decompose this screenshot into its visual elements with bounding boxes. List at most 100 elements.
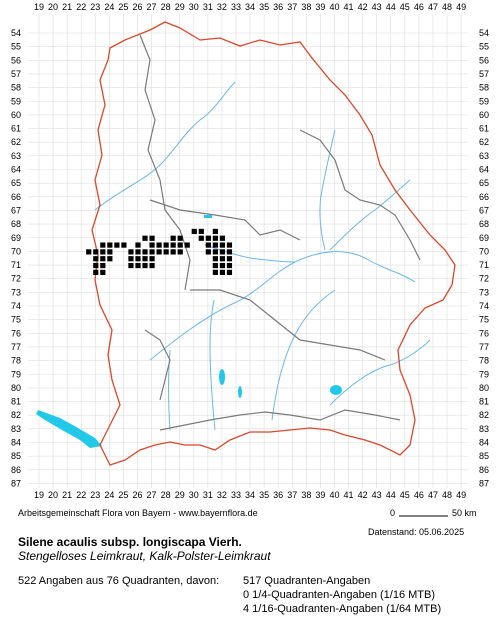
occurrence-dot (212, 228, 218, 235)
column-label: 46 (414, 490, 424, 500)
occurrence-dots (86, 228, 233, 275)
column-label: 33 (231, 490, 241, 500)
row-label: 56 (11, 55, 21, 65)
column-label: 21 (62, 2, 72, 12)
river-isar (271, 289, 336, 421)
row-label: 68 (479, 219, 489, 229)
column-label: 29 (175, 2, 185, 12)
column-label: 45 (400, 2, 410, 12)
row-label: 54 (479, 28, 489, 38)
row-label: 66 (11, 192, 21, 202)
row-label: 75 (11, 315, 21, 325)
scale-label-end: 50 km (452, 508, 477, 518)
occurrence-dot (100, 262, 106, 269)
species-scientific-name: Silene acaulis subsp. longiscapa Vierh. (18, 535, 242, 549)
column-labels-top: 19 20 21 22 23 24 25 26 27 28 29 30 31 32 33 34 35 36 37 38… (34, 2, 466, 12)
row-label: 70 (11, 246, 21, 256)
row-label: 70 (479, 246, 489, 256)
row-label: 76 (479, 328, 489, 338)
column-label: 25 (118, 2, 128, 12)
row-label: 78 (11, 356, 21, 366)
column-label: 32 (217, 2, 227, 12)
occurrence-dot (135, 242, 141, 248)
row-label: 64 (11, 165, 21, 175)
row-label: 67 (479, 205, 489, 215)
row-label: 77 (11, 342, 21, 352)
row-label: 69 (479, 233, 489, 243)
rivers (94, 81, 431, 431)
occurrence-dot (177, 249, 183, 255)
occurrence-dot (100, 269, 106, 275)
column-label: 20 (48, 2, 58, 12)
row-label: 79 (11, 369, 21, 379)
row-label: 60 (479, 110, 489, 120)
stats-summary: 522 Angaben aus 76 Quadranten, davon: (18, 575, 220, 587)
occurrence-dot (170, 235, 176, 241)
row-label: 72 (479, 274, 489, 284)
stats-mtb64: 4 1/16-Quadranten-Angaben (1/64 MTB) (243, 603, 442, 615)
stats-quadrant: 517 Quadranten-Angaben (243, 575, 371, 587)
occurrence-dot (142, 235, 148, 241)
river-main (94, 81, 236, 211)
column-label: 22 (76, 490, 86, 500)
occurrence-dot (121, 242, 127, 248)
occurrence-dot (93, 256, 99, 262)
scale-bar (399, 515, 448, 517)
row-label: 79 (479, 369, 489, 379)
row-label: 71 (479, 260, 489, 270)
row-label: 69 (11, 233, 21, 243)
occurrence-dot (163, 249, 169, 255)
row-label: 85 (11, 451, 21, 461)
occurrence-dot (149, 242, 155, 248)
occurrence-dot (135, 256, 141, 262)
column-label: 33 (231, 2, 241, 12)
river-naab (319, 129, 336, 251)
row-label: 83 (11, 424, 21, 434)
column-label: 36 (273, 490, 283, 500)
column-label: 48 (442, 490, 452, 500)
occurrence-dot (191, 228, 197, 235)
occurrence-dot (142, 256, 148, 262)
column-label: 47 (428, 490, 438, 500)
column-label: 35 (259, 490, 269, 500)
row-label: 65 (479, 178, 489, 188)
column-label: 46 (414, 2, 424, 12)
column-label: 26 (132, 2, 142, 12)
row-label: 75 (479, 315, 489, 325)
occurrence-dot (212, 262, 218, 269)
lake-starnberg (238, 386, 242, 398)
row-label: 77 (479, 342, 489, 352)
column-label: 38 (301, 2, 311, 12)
column-label: 43 (372, 490, 382, 500)
occurrence-dot (156, 249, 162, 255)
lakes (36, 215, 342, 448)
occurrence-dot (219, 249, 226, 255)
column-label: 28 (161, 490, 171, 500)
district-boundaries (139, 34, 421, 431)
column-label: 49 (456, 2, 466, 12)
occurrence-dot (212, 235, 218, 241)
occurrence-dot (170, 242, 176, 248)
row-label: 67 (11, 205, 21, 215)
occurrence-dot (149, 262, 155, 269)
row-label: 84 (11, 438, 21, 448)
row-label: 71 (11, 260, 21, 270)
occurrence-dot (205, 235, 211, 241)
scale-label-start: 0 (390, 508, 396, 518)
row-label: 58 (11, 83, 21, 93)
column-label: 37 (287, 490, 297, 500)
occurrence-dot (107, 242, 113, 248)
occurrence-dot (212, 249, 218, 255)
river-regen (329, 179, 411, 251)
occurrence-dot (93, 269, 99, 275)
column-label: 32 (217, 490, 227, 500)
row-label: 55 (479, 42, 489, 52)
column-labels-bottom: 19 20 21 22 23 24 25 26 27 28 29 30 31 32 33 34 35 36 37 38… (34, 490, 466, 500)
column-label: 40 (329, 490, 339, 500)
column-label: 24 (104, 490, 114, 500)
species-common-name: Stengelloses Leimkraut, Kalk-Polster-Lei… (18, 549, 271, 563)
column-label: 22 (76, 2, 86, 12)
column-label: 39 (315, 2, 325, 12)
district-boundary-south (190, 289, 386, 361)
occurrence-dot (149, 235, 155, 241)
